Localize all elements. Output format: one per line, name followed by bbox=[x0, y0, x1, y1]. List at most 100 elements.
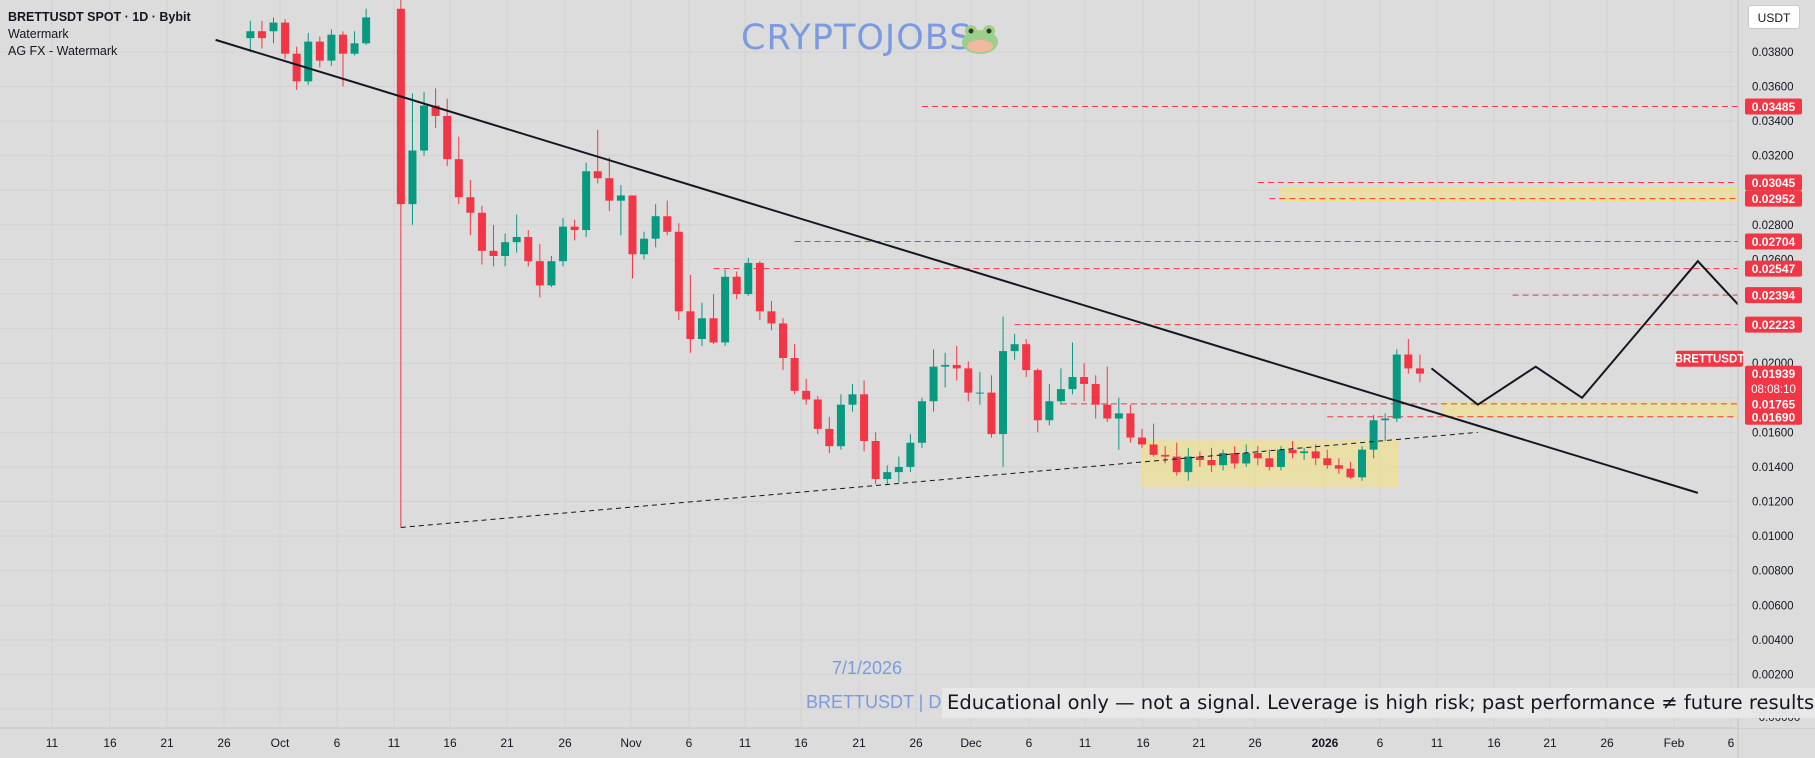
candle-body bbox=[640, 238, 649, 255]
candle bbox=[883, 465, 892, 485]
candle bbox=[1161, 446, 1170, 464]
candle bbox=[1230, 446, 1239, 469]
candle-body bbox=[952, 364, 961, 369]
candles bbox=[246, 0, 1424, 528]
y-tick-label: 0.03200 bbox=[1752, 151, 1794, 163]
candle bbox=[1010, 333, 1019, 360]
y-axis-bg bbox=[1738, 0, 1815, 728]
candle-body bbox=[1056, 389, 1065, 402]
current-price-box bbox=[1745, 365, 1802, 398]
candle bbox=[779, 318, 788, 371]
candle-body bbox=[420, 105, 429, 151]
candle-body bbox=[1334, 465, 1343, 469]
candle bbox=[964, 361, 973, 402]
trendlines bbox=[215, 38, 1815, 528]
x-tick-label: 21 bbox=[1192, 736, 1206, 750]
candle-body bbox=[1369, 420, 1378, 450]
candle-body bbox=[732, 276, 741, 295]
candle bbox=[616, 185, 625, 236]
candle-body bbox=[929, 366, 938, 402]
level-price-label-box bbox=[1745, 190, 1802, 207]
candle-body bbox=[1404, 354, 1413, 369]
candle bbox=[1311, 444, 1320, 466]
candle-body bbox=[894, 466, 903, 473]
frog-icon bbox=[962, 25, 998, 54]
candle-body bbox=[1091, 383, 1100, 405]
candle-body bbox=[605, 178, 614, 201]
candle bbox=[512, 214, 521, 253]
candle-body bbox=[1207, 460, 1216, 466]
candle bbox=[790, 344, 799, 395]
x-axis: 11 16 21 26 Oct 6 11 16 21 26 Nov 6 11 16 21 26 Dec 6 11 16… bbox=[0, 727, 1815, 758]
candle-body bbox=[1010, 344, 1019, 352]
currency-button[interactable]: USDT bbox=[1748, 5, 1800, 29]
watermark-text: CRYPTOJOBS bbox=[741, 18, 973, 58]
candle bbox=[813, 396, 822, 435]
x-tick-label: 26 bbox=[1600, 736, 1614, 750]
candle bbox=[651, 204, 660, 248]
candle bbox=[952, 345, 961, 381]
candle-body bbox=[327, 34, 336, 61]
candle-body bbox=[593, 171, 602, 179]
candle-body bbox=[246, 31, 255, 39]
candle bbox=[408, 93, 417, 225]
candle bbox=[582, 162, 591, 237]
candle-body bbox=[582, 171, 591, 231]
x-tick-label: 11 bbox=[388, 736, 401, 750]
candle bbox=[1126, 404, 1135, 443]
candle-body bbox=[559, 226, 567, 262]
level-price-label-box bbox=[1745, 98, 1802, 115]
disclaimer-text: Educational only — not a signal. Leverag… bbox=[942, 688, 1815, 718]
candle-body bbox=[477, 212, 486, 251]
candle-body bbox=[524, 236, 533, 262]
candle-body bbox=[350, 43, 359, 54]
candle-body bbox=[964, 368, 973, 393]
x-tick-label: 2026 bbox=[1312, 736, 1339, 750]
ascending-support bbox=[400, 431, 1478, 528]
y-tick-label: 0.01000 bbox=[1752, 531, 1794, 543]
x-tick-label: 6 bbox=[1728, 736, 1735, 750]
candle-body bbox=[1161, 454, 1170, 457]
candle bbox=[906, 434, 915, 473]
candle bbox=[848, 383, 857, 412]
candle bbox=[1091, 375, 1100, 419]
level-price-label: 0.02394 bbox=[1752, 289, 1796, 303]
candle bbox=[1253, 446, 1262, 466]
candle-body bbox=[825, 428, 834, 447]
candle-body bbox=[686, 311, 695, 339]
candle-body bbox=[408, 150, 417, 205]
candle-body bbox=[1381, 418, 1390, 421]
candle-body bbox=[697, 318, 706, 339]
level-price-label: 0.02547 bbox=[1752, 262, 1796, 276]
candle bbox=[1392, 349, 1401, 422]
y-tick-label: 0.03600 bbox=[1752, 82, 1794, 94]
candle bbox=[315, 36, 324, 68]
candle bbox=[281, 19, 290, 59]
candle-body bbox=[744, 262, 753, 295]
candle bbox=[1138, 428, 1146, 448]
candle bbox=[570, 219, 579, 241]
candle-body bbox=[1103, 404, 1112, 419]
candle-body bbox=[1311, 451, 1320, 459]
candle bbox=[338, 31, 347, 87]
candle-body bbox=[1276, 449, 1285, 467]
candle-body bbox=[396, 8, 405, 205]
candle bbox=[466, 179, 475, 236]
candle-body bbox=[860, 394, 869, 442]
candle-body bbox=[1126, 413, 1135, 438]
x-axis-bg bbox=[0, 728, 1815, 758]
support-zone bbox=[1442, 402, 1739, 418]
candle-body bbox=[721, 276, 730, 343]
x-tick-label: 26 bbox=[217, 736, 231, 750]
x-tick-label: 16 bbox=[103, 736, 117, 750]
candle bbox=[1114, 397, 1123, 450]
candle-body bbox=[628, 195, 637, 255]
x-tick-label: 16 bbox=[1136, 736, 1150, 750]
y-tick-label: 0.00200 bbox=[1752, 669, 1794, 681]
candle bbox=[257, 20, 266, 49]
price-level-lines bbox=[713, 105, 1738, 418]
candle-body bbox=[871, 441, 880, 480]
symbol-tag-box bbox=[1676, 350, 1743, 367]
candle-body bbox=[1219, 453, 1228, 466]
